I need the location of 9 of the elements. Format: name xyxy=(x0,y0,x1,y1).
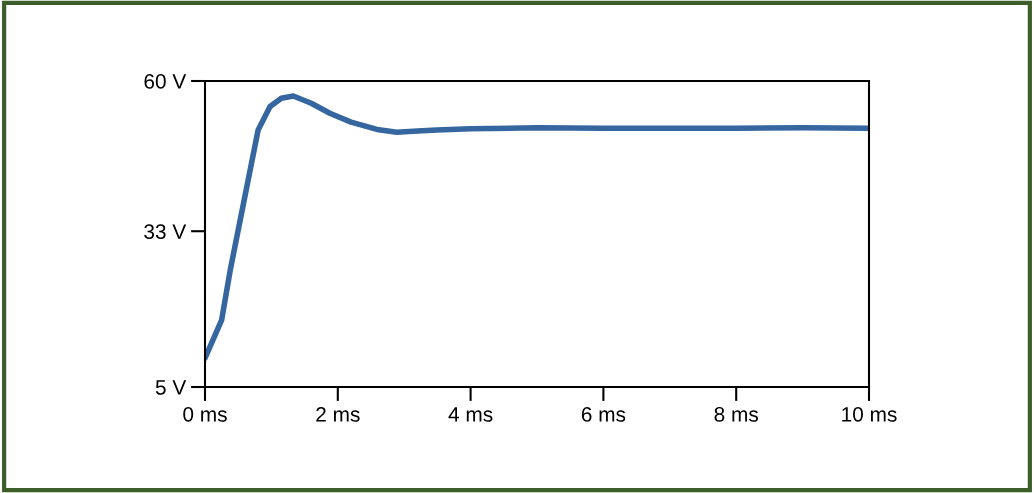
y-tick-label: 33 V xyxy=(144,224,187,239)
x-tick-label: 2 ms xyxy=(316,406,360,422)
x-tick-label: 6 ms xyxy=(581,406,626,422)
x-tick-label: 10 ms xyxy=(842,406,897,422)
x-tick-label: 8 ms xyxy=(714,406,759,422)
y-tick-label: 5 V xyxy=(155,380,187,395)
x-tick-label: 4 ms xyxy=(448,407,493,422)
y-tick-label: 60 V xyxy=(144,74,187,89)
x-tick-label: 0 ms xyxy=(183,406,227,422)
